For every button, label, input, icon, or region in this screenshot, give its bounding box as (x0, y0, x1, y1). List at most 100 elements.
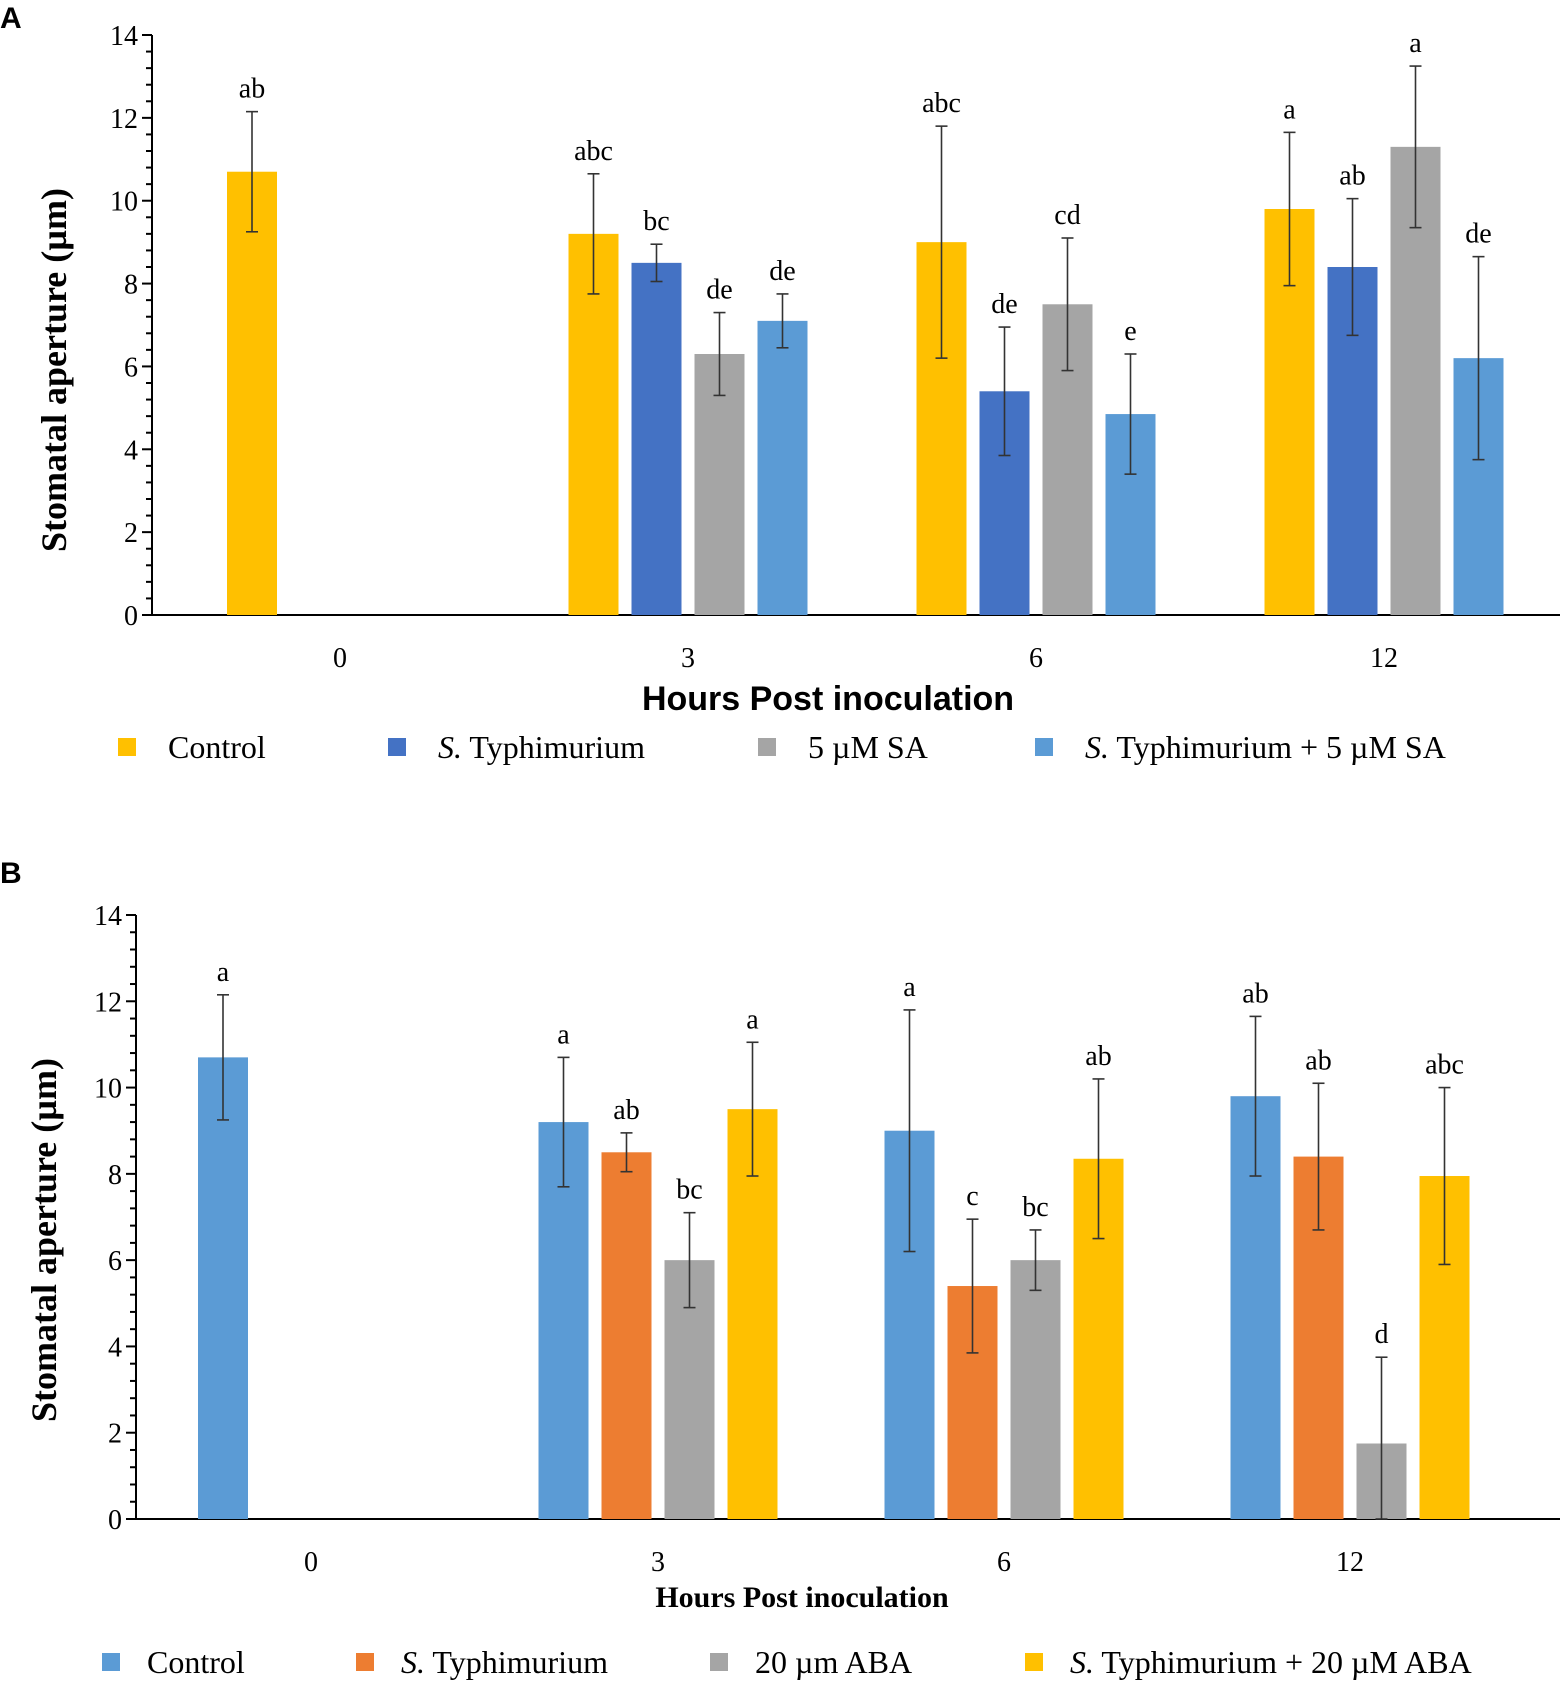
bar (568, 233, 619, 615)
y-tick-label: 0 (108, 1505, 122, 1536)
x-axis-title: Hours Post inoculation (642, 680, 1014, 718)
legend-label-italic: S. (1070, 1644, 1094, 1680)
y-tick-label: 10 (110, 187, 138, 218)
y-tick-label: 0 (124, 601, 138, 632)
significance-label: bc (1022, 1192, 1048, 1223)
y-tick-label: 14 (94, 901, 122, 932)
legend-label-text: 20 µm ABA (755, 1644, 912, 1680)
significance-label: ab (1085, 1041, 1111, 1072)
legend-swatch (388, 738, 406, 756)
y-tick-label: 6 (124, 352, 138, 383)
significance-label: a (1283, 94, 1296, 125)
legend-label-text: Typhimurium + 20 µM ABA (1094, 1644, 1472, 1680)
significance-label: abc (574, 136, 613, 167)
significance-label: cd (1054, 200, 1080, 231)
legend-label: S. Typhimurium + 5 µM SA (1085, 729, 1446, 765)
x-tick-label: 0 (333, 643, 347, 674)
x-tick-label: 3 (651, 1547, 665, 1578)
legend-swatch (710, 1653, 728, 1671)
legend-item: Control (118, 729, 266, 765)
y-tick-label: 4 (108, 1332, 122, 1363)
y-axis-title: Stomatal aperture (µm) (34, 188, 74, 552)
legend-swatch (356, 1653, 374, 1671)
legend-label-text: Control (168, 729, 266, 765)
bar (227, 171, 277, 615)
significance-label: c (966, 1181, 978, 1212)
significance-label: bc (643, 206, 669, 237)
significance-label: ab (239, 74, 265, 105)
legend-swatch (758, 738, 776, 756)
significance-label: d (1375, 1319, 1389, 1350)
significance-label: de (769, 256, 795, 287)
y-tick-label: 2 (108, 1419, 122, 1450)
chart-panel-a: A 0 2 4 6 8 10 12 14 0 3 6 12 ab abc bc de de abc de cd e a ab a… (0, 2, 1560, 765)
legend-label: S. Typhimurium + 20 µM ABA (1070, 1644, 1472, 1680)
legend-label-text: Typhimurium + 5 µM SA (1109, 729, 1446, 765)
x-tick-label: 3 (681, 643, 695, 674)
significance-label: ab (1242, 978, 1268, 1009)
legend-label: 20 µm ABA (755, 1644, 912, 1680)
legend-label-text: Typhimurium (462, 729, 645, 765)
significance-label: ab (613, 1095, 639, 1126)
panel-letter: B (0, 857, 22, 890)
legend-label: Control (168, 729, 266, 765)
legend-item: Control (102, 1644, 245, 1680)
bar (538, 1122, 589, 1519)
panel-letter: A (0, 2, 22, 35)
y-tick-label: 8 (124, 270, 138, 301)
y-tick-label: 4 (124, 435, 138, 466)
significance-label: de (706, 275, 732, 306)
legend-swatch (102, 1653, 120, 1671)
legend-item: 20 µm ABA (710, 1644, 912, 1680)
legend-label: S. Typhimurium (438, 729, 645, 765)
significance-label: e (1124, 316, 1136, 347)
chart-panel-b: B 0 2 4 6 8 10 12 14 0 3 6 12 a a ab bc a a c bc ab ab ab d abc St… (0, 857, 1560, 1680)
x-axis-title: Hours Post inoculation (655, 1581, 949, 1614)
y-tick-label: 12 (94, 987, 122, 1018)
significance-label: abc (922, 88, 961, 119)
significance-label: a (1409, 28, 1422, 59)
legend-item: S. Typhimurium + 5 µM SA (1035, 729, 1446, 765)
legend-swatch (1035, 738, 1053, 756)
bar (198, 1057, 248, 1519)
y-tick-label: 2 (124, 518, 138, 549)
bar (694, 354, 745, 615)
x-tick-label: 0 (304, 1547, 318, 1578)
bar (727, 1109, 778, 1519)
legend-swatch (118, 738, 136, 756)
significance-label: a (217, 957, 230, 988)
bar (601, 1152, 652, 1519)
x-tick-label: 6 (1029, 643, 1043, 674)
y-axis-title: Stomatal aperture (µm) (24, 1058, 64, 1422)
legend-label-italic: S. (438, 729, 462, 765)
x-tick-label: 12 (1370, 643, 1398, 674)
legend-item: S. Typhimurium (388, 729, 645, 765)
legend-label: Control (147, 1644, 245, 1680)
y-tick-label: 14 (110, 21, 138, 52)
significance-label: de (991, 289, 1017, 320)
x-tick-label: 6 (997, 1547, 1011, 1578)
significance-label: abc (1425, 1050, 1464, 1081)
legend-item: 5 µM SA (758, 729, 928, 765)
legend-label-text: Control (147, 1644, 245, 1680)
significance-label: a (903, 972, 916, 1003)
significance-label: a (557, 1019, 570, 1050)
legend-label: S. Typhimurium (401, 1644, 608, 1680)
y-tick-label: 8 (108, 1160, 122, 1191)
legend-label-text: Typhimurium (425, 1644, 608, 1680)
y-tick-label: 12 (110, 104, 138, 135)
significance-label: a (746, 1004, 759, 1035)
legend-item: S. Typhimurium (356, 1644, 608, 1680)
bar (757, 320, 808, 615)
bar (631, 262, 682, 615)
significance-label: ab (1339, 161, 1365, 192)
bar (1010, 1260, 1061, 1519)
significance-label: ab (1305, 1045, 1331, 1076)
legend-label-text: 5 µM SA (808, 729, 928, 765)
x-tick-label: 12 (1336, 1547, 1364, 1578)
significance-label: de (1465, 219, 1491, 250)
legend-swatch (1025, 1653, 1043, 1671)
legend-label-italic: S. (401, 1644, 425, 1680)
y-tick-label: 10 (94, 1074, 122, 1105)
